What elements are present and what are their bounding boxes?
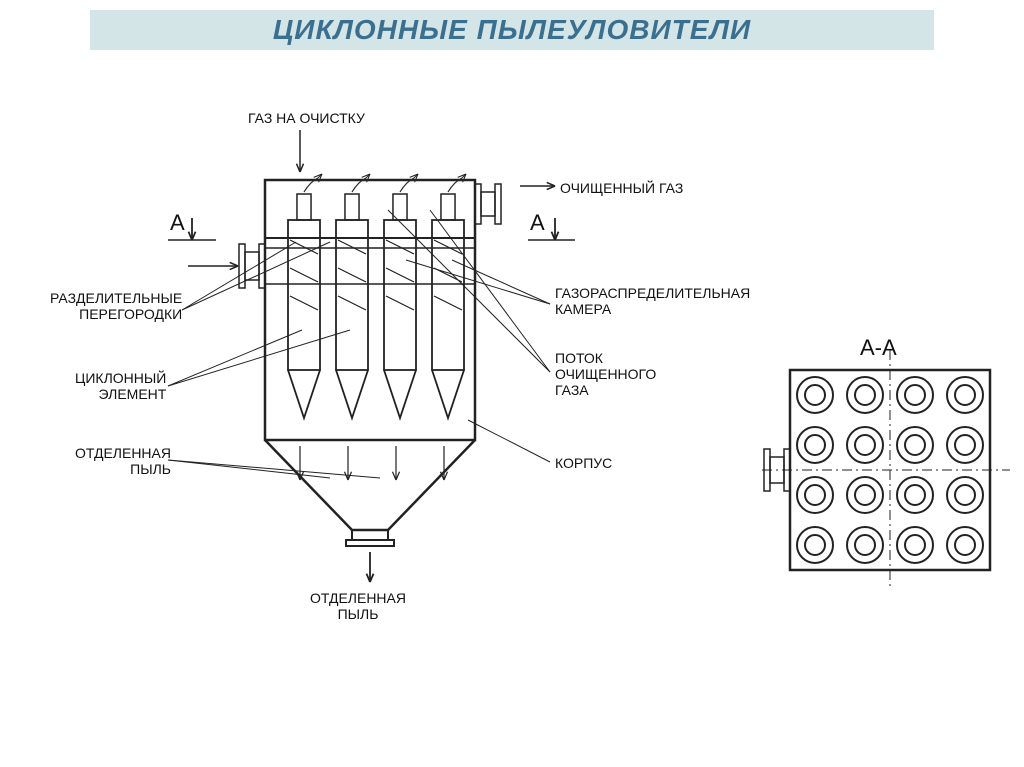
- title-bar: ЦИКЛОННЫЕ ПЫЛЕУЛОВИТЕЛИ: [90, 10, 934, 50]
- label-clean-gas: ОЧИЩЕННЫЙ ГАЗ: [560, 180, 683, 196]
- label-separated-dust-bottom: ОТДЕЛЕННАЯ ПЫЛЬ: [310, 590, 406, 622]
- label-dist-chamber: ГАЗОРАСПРЕДЕЛИТЕЛЬНАЯ КАМЕРА: [555, 285, 750, 317]
- label-partitions: РАЗДЕЛИТЕЛЬНЫЕ ПЕРЕГОРОДКИ: [50, 290, 182, 322]
- section-marker-A-right: А: [530, 210, 545, 235]
- label-separated-dust: ОТДЕЛЕННАЯ ПЫЛЬ: [75, 445, 171, 477]
- section-label-AA: А-А: [860, 335, 897, 360]
- label-body: КОРПУС: [555, 455, 612, 471]
- label-cyclone-element: ЦИКЛОННЫЙ ЭЛЕМЕНТ: [75, 370, 166, 402]
- section-marker-A-left: А: [170, 210, 185, 235]
- page-title: ЦИКЛОННЫЕ ПЫЛЕУЛОВИТЕЛИ: [273, 14, 751, 46]
- diagram-canvas: ГАЗ НА ОЧИСТКУ ОЧИЩЕННЫЙ ГАЗ РАЗДЕЛИТЕЛЬ…: [0, 60, 1024, 760]
- diagram-svg: [0, 60, 1024, 760]
- label-gas-in: ГАЗ НА ОЧИСТКУ: [248, 110, 365, 126]
- label-clean-flow: ПОТОК ОЧИЩЕННОГО ГАЗА: [555, 350, 656, 398]
